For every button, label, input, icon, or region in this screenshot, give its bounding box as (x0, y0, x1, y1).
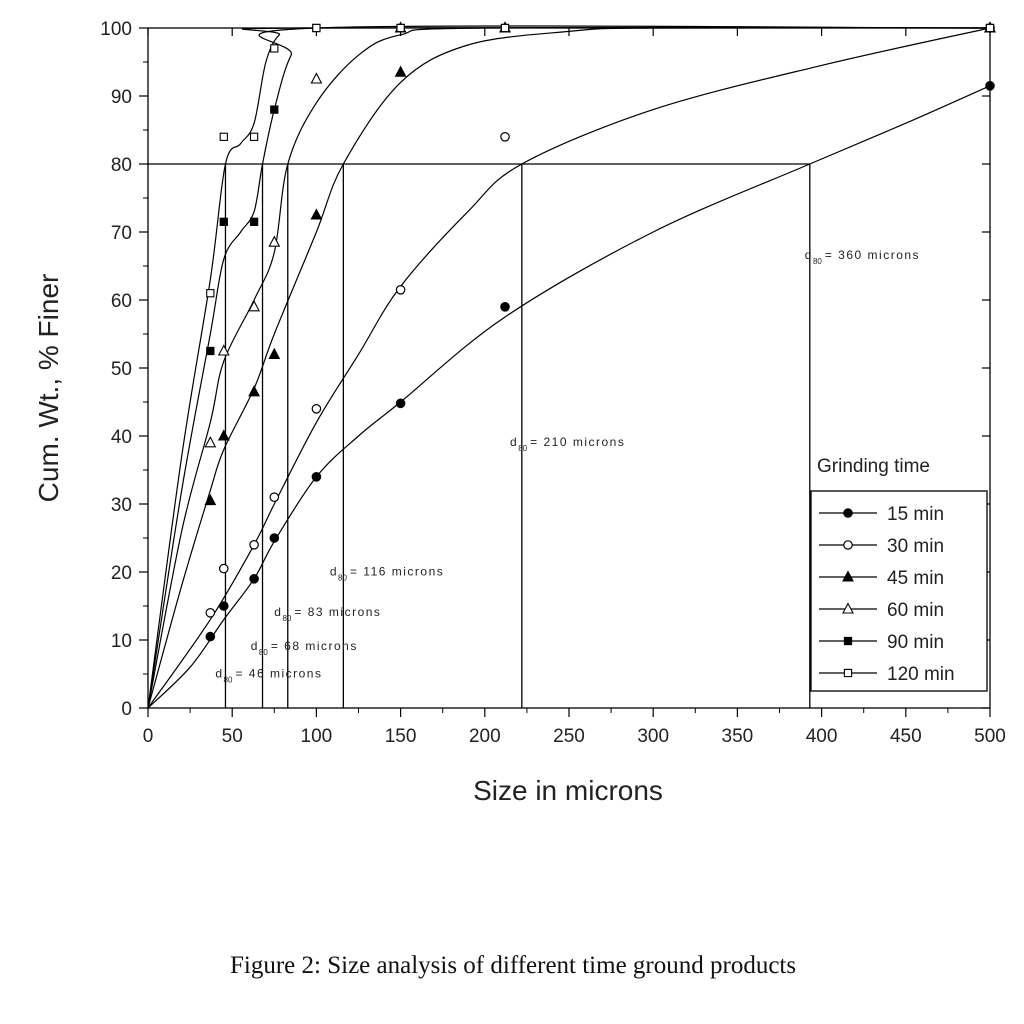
x-tick-label: 50 (222, 726, 243, 747)
data-point (394, 65, 407, 77)
y-tick-label: 0 (121, 699, 132, 720)
series-line (147, 25, 991, 709)
legend-label: 120 min (887, 664, 955, 685)
data-point (249, 132, 259, 141)
legend-label: 15 min (887, 504, 944, 525)
legend-title: Grinding time (817, 456, 930, 477)
x-tick-label: 300 (637, 726, 669, 747)
series-15-min (147, 81, 995, 709)
y-tick-label: 20 (111, 563, 132, 584)
legend-marker (843, 508, 853, 518)
y-tick-label: 90 (111, 87, 132, 108)
x-tick-label: 350 (722, 726, 754, 747)
y-tick-label: 10 (111, 631, 132, 652)
y-tick-label: 30 (111, 495, 132, 516)
legend-box (810, 490, 988, 692)
data-point (206, 346, 215, 356)
plot-layer: 0 50 100 150 200 250 300 350 400 450 500 0 10 20 30 40 5… (100, 19, 1006, 747)
data-point (395, 398, 406, 409)
y-tick-label: 80 (111, 155, 132, 176)
data-point (395, 284, 406, 295)
series-line (147, 27, 991, 709)
data-point (270, 44, 279, 53)
d80-annotation: d80 = 210 microns (510, 435, 625, 453)
data-point (310, 208, 323, 220)
data-point (311, 403, 322, 414)
figure-caption: Figure 2: Size analysis of different tim… (230, 952, 797, 979)
d80-annotation: d80 = 68 microns (251, 639, 358, 657)
data-point (217, 429, 230, 441)
x-tick-label: 150 (385, 726, 417, 747)
series-line (147, 26, 991, 709)
data-point (249, 539, 259, 550)
data-point (396, 23, 405, 33)
data-point (270, 105, 279, 114)
data-point (204, 436, 217, 448)
data-point (249, 217, 259, 226)
x-tick-label: 450 (890, 726, 922, 747)
legend-marker (843, 668, 853, 678)
data-point (311, 471, 322, 482)
y-axis-title: Cum. Wt., % Finer (33, 274, 64, 503)
data-point (985, 23, 995, 33)
d80-annotation: d80 = 116 microns (330, 564, 444, 582)
legend-marker (843, 540, 853, 550)
data-point (204, 493, 217, 506)
x-tick-label: 250 (553, 726, 585, 747)
legend-label: 45 min (887, 568, 944, 589)
y-tick-label: 50 (111, 359, 132, 380)
d80-annotation: d80 = 46 microns (215, 666, 322, 684)
data-point (985, 81, 995, 91)
y-tick-label: 100 (100, 19, 132, 40)
data-point (249, 573, 259, 584)
legend-marker (842, 602, 854, 614)
data-point (219, 132, 228, 141)
data-point (248, 385, 261, 397)
legend-label: 60 min (887, 600, 944, 621)
data-point (500, 301, 510, 312)
data-point (205, 607, 216, 618)
data-point (268, 347, 281, 359)
legend-label: 90 min (887, 632, 944, 653)
data-point (268, 235, 281, 247)
x-tick-label: 0 (143, 726, 154, 747)
legend-marker (843, 636, 853, 646)
y-tick-label: 70 (111, 223, 132, 244)
data-point (206, 289, 215, 298)
x-tick-label: 100 (301, 726, 333, 747)
x-tick-label: 500 (974, 726, 1006, 747)
data-point (205, 631, 216, 642)
legend-marker (842, 570, 854, 582)
series-120-min (147, 23, 995, 709)
data-point (269, 533, 280, 543)
data-point (248, 300, 261, 312)
data-point (500, 132, 510, 142)
y-tick-label: 40 (111, 427, 132, 448)
data-point (310, 72, 323, 84)
x-axis-title: Size in microns (473, 775, 663, 806)
data-point (269, 492, 280, 502)
d80-annotation: d80 = 360 microns (805, 248, 920, 266)
y-tick-label: 60 (111, 291, 132, 312)
data-point (312, 23, 321, 33)
data-point (500, 23, 510, 33)
data-point (217, 344, 230, 356)
legend-label: 30 min (887, 536, 944, 557)
d80-annotation: d80 = 83 microns (274, 605, 381, 623)
x-tick-label: 400 (806, 726, 838, 747)
data-point (218, 563, 229, 574)
data-point (219, 217, 228, 226)
x-tick-label: 200 (469, 726, 501, 747)
